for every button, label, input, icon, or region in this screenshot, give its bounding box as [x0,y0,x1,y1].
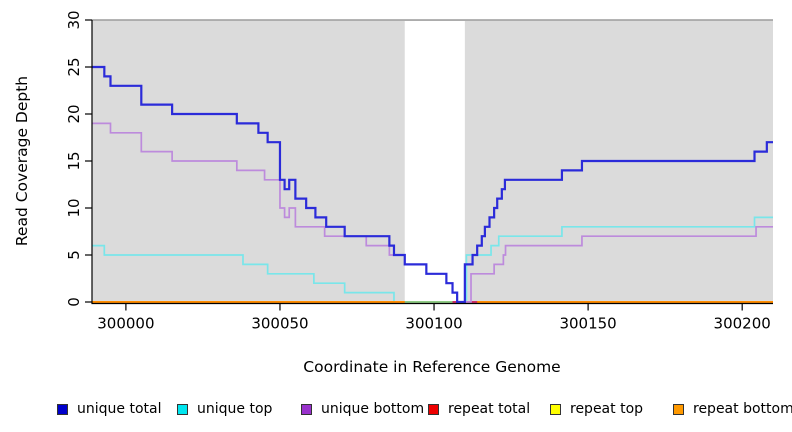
highlight-band [404,21,465,304]
series-unique-top-line [92,216,773,303]
x-tick-label-300050: 300050 [251,315,308,333]
y-tick-label-30: 30 [65,10,83,29]
x-tick-label-300200: 300200 [714,315,771,333]
y-axis-title: Read Coverage Depth [13,76,31,246]
legend: unique total unique top unique bottom repea… [0,398,792,428]
legend-item-repeat-top: repeat top [550,398,643,420]
series-unique-bottom-line [92,122,773,303]
legend-item-unique-bottom: unique bottom [301,398,424,420]
y-tick-label-10: 10 [65,198,83,217]
x-tick-label-300150: 300150 [559,315,616,333]
legend-item-repeat-bottom: repeat bottom [673,398,792,420]
y-tick-label-25: 25 [65,57,83,76]
legend-swatch-unique-bottom [301,403,312,415]
legend-label-unique-top: unique top [197,401,273,417]
x-axis-title: Coordinate in Reference Genome [303,358,560,376]
coverage-chart-svg: 0 5 10 15 20 25 30 300000 300050 300100 300150 3002… [13,10,773,376]
legend-swatch-repeat-top [550,403,561,415]
legend-item-unique-top: unique top [177,398,272,420]
x-tick-label-300100: 300100 [405,315,462,333]
plot-layers: 0 5 10 15 20 25 30 300000 300050 300100 300150 3002… [65,10,773,333]
y-tick-label-5: 5 [65,250,83,260]
legend-item-unique-total: unique total [57,398,161,420]
legend-item-repeat-total: repeat total [428,398,530,420]
y-tick-label-0: 0 [65,297,83,307]
legend-label-repeat-top: repeat top [570,401,644,417]
y-tick-label-20: 20 [65,104,83,123]
legend-swatch-repeat-bottom [673,403,684,415]
legend-label-repeat-total: repeat total [448,401,531,417]
legend-label-unique-bottom: unique bottom [321,401,425,417]
y-tick-label-15: 15 [65,151,83,170]
legend-label-repeat-bottom: repeat bottom [693,401,792,417]
legend-swatch-unique-top [177,403,188,415]
legend-swatch-repeat-total [428,403,439,415]
legend-swatch-unique-total [57,403,68,415]
legend-label-unique-total: unique total [77,401,162,417]
series-unique-total-line [92,65,773,304]
x-tick-label-300000: 300000 [97,315,154,333]
